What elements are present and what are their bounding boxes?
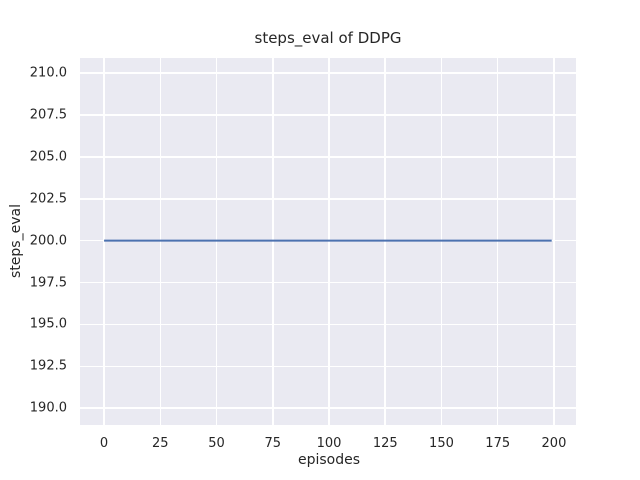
x-gridline — [103, 58, 105, 425]
x-tick-label: 175 — [485, 436, 511, 451]
chart-title: steps_eval of DDPG — [254, 29, 402, 47]
y-tick-label: 197.5 — [29, 275, 67, 291]
x-gridline — [440, 58, 443, 425]
x-gridline — [159, 58, 162, 425]
y-tick-label: 205.0 — [29, 149, 67, 165]
y-tick-label: 195.0 — [29, 316, 67, 332]
y-gridline — [80, 72, 576, 74]
y-gridline — [80, 114, 576, 116]
y-gridline — [80, 156, 576, 158]
x-axis-label: episodes — [297, 452, 361, 468]
x-tick-label: 200 — [541, 436, 567, 451]
x-tick-label: 25 — [152, 436, 169, 451]
x-gridline — [384, 58, 386, 425]
y-tick-label: 207.5 — [29, 107, 67, 123]
y-gridline — [80, 239, 576, 242]
x-tick-label: 75 — [264, 436, 282, 451]
x-tick-label: 125 — [372, 436, 398, 451]
y-gridline — [80, 281, 576, 284]
y-tick-label: 192.5 — [29, 358, 67, 374]
x-gridline — [215, 58, 218, 425]
y-gridline — [80, 365, 576, 368]
y-tick-label: 190.0 — [29, 400, 67, 416]
y-gridline — [80, 198, 576, 200]
x-tick-label: 100 — [316, 436, 342, 451]
x-gridline — [553, 58, 555, 425]
y-gridline — [80, 323, 576, 326]
x-gridline — [328, 58, 330, 425]
y-tick-label: 200.0 — [29, 233, 67, 249]
y-gridline — [80, 407, 576, 409]
x-tick-label: 0 — [99, 436, 109, 451]
x-tick-label: 150 — [429, 436, 454, 451]
y-tick-label: 210.0 — [29, 65, 67, 81]
x-tick-label: 50 — [208, 436, 225, 451]
y-tick-label: 202.5 — [29, 191, 67, 207]
x-gridline — [272, 58, 274, 425]
x-gridline — [496, 58, 499, 425]
